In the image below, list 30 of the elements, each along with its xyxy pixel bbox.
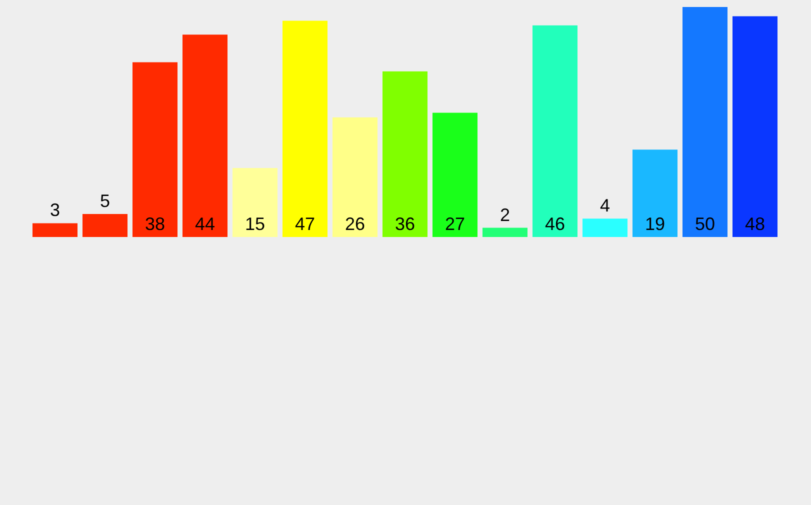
bar: [532, 25, 578, 237]
bar: [632, 150, 678, 237]
data-label: 46: [544, 214, 566, 234]
bar: [32, 223, 78, 237]
bar: [432, 112, 478, 237]
data-label: 38: [144, 214, 166, 234]
data-label: 47: [294, 214, 316, 234]
data-label: 4: [600, 196, 610, 216]
bar: [482, 228, 528, 237]
bar: [232, 168, 278, 237]
bar: [182, 34, 228, 237]
bar: [132, 62, 178, 237]
data-label: 19: [644, 214, 666, 234]
data-label: 36: [394, 214, 416, 234]
bar: [582, 218, 628, 237]
data-label: 26: [344, 214, 366, 234]
bar: [332, 117, 378, 237]
data-label: 44: [194, 214, 216, 234]
data-label: 50: [694, 214, 716, 234]
bar: [82, 214, 128, 237]
bar: [732, 16, 778, 237]
data-label: 48: [744, 214, 766, 234]
bar: [382, 71, 428, 237]
data-label: 2: [500, 204, 510, 225]
bar: [682, 7, 728, 237]
data-label: 27: [444, 214, 466, 234]
bar: [282, 20, 328, 237]
data-label: 5: [100, 191, 110, 211]
data-label: 15: [244, 214, 266, 234]
data-label: 3: [50, 200, 60, 220]
